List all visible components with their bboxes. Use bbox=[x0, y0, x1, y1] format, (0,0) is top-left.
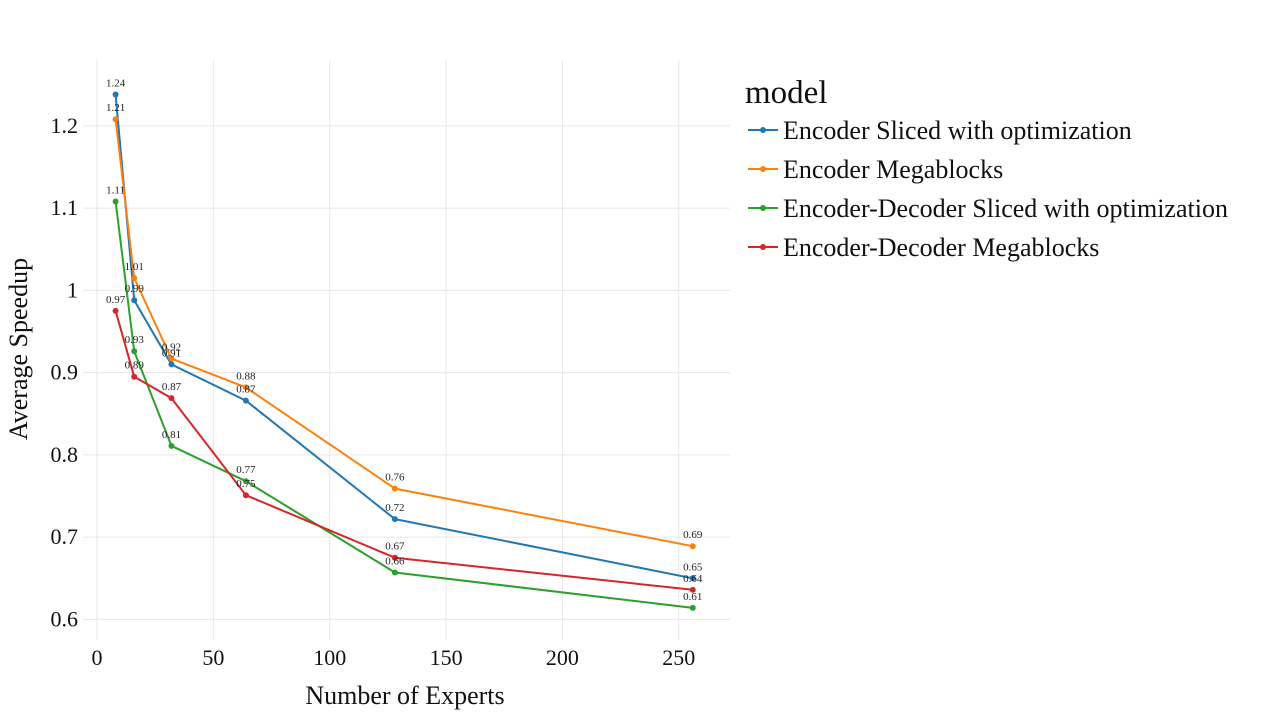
legend: model Encoder Sliced with optimizationEn… bbox=[745, 75, 1228, 262]
legend-title: model bbox=[745, 75, 827, 111]
y-tick-label: 1.2 bbox=[51, 113, 79, 138]
legend-label: Encoder-Decoder Sliced with optimization bbox=[783, 194, 1228, 223]
data-label: 0.92 bbox=[162, 342, 181, 354]
legend-item: Encoder Megablocks bbox=[748, 155, 1003, 184]
data-label: 0.69 bbox=[683, 529, 703, 541]
data-label: 0.89 bbox=[125, 360, 145, 372]
x-tick-label: 200 bbox=[546, 645, 579, 670]
data-label: 1.24 bbox=[106, 78, 126, 90]
x-axis-title: Number of Experts bbox=[305, 681, 504, 710]
data-point bbox=[168, 355, 175, 362]
data-label: 0.91 bbox=[162, 347, 181, 359]
data-label: 0.66 bbox=[385, 556, 405, 568]
data-label: 1.11 bbox=[106, 185, 125, 197]
x-tick-label: 250 bbox=[662, 645, 695, 670]
x-tick-label: 0 bbox=[91, 645, 102, 670]
data-point bbox=[131, 348, 138, 355]
legend-item: Encoder-Decoder Sliced with optimization bbox=[748, 194, 1228, 223]
series-line-2 bbox=[114, 119, 693, 548]
data-label: 0.87 bbox=[162, 381, 182, 393]
data-point bbox=[168, 395, 175, 402]
y-tick-label: 1.1 bbox=[51, 195, 79, 220]
legend-swatch-marker bbox=[760, 205, 766, 211]
data-label: 1.01 bbox=[125, 261, 144, 273]
y-tick-label: 0.9 bbox=[51, 360, 79, 385]
data-point bbox=[242, 397, 249, 404]
legend-label: Encoder Megablocks bbox=[783, 155, 1003, 184]
data-point bbox=[131, 275, 138, 282]
x-axis-ticks: 0 50 100 150 200 250 bbox=[91, 645, 695, 670]
y-tick-label: 1 bbox=[67, 277, 78, 302]
data-label: 0.93 bbox=[125, 334, 145, 346]
data-label: 0.64 bbox=[683, 573, 703, 585]
data-point bbox=[391, 554, 398, 561]
data-point bbox=[168, 361, 175, 368]
data-point bbox=[112, 307, 119, 314]
data-point bbox=[131, 297, 138, 304]
data-point bbox=[391, 485, 398, 492]
data-point bbox=[168, 442, 175, 449]
data-label: 0.72 bbox=[385, 502, 404, 514]
y-tick-label: 0.8 bbox=[51, 442, 79, 467]
series-line-4 bbox=[114, 310, 693, 591]
legend-item: Encoder-Decoder Megablocks bbox=[748, 233, 1099, 262]
x-tick-label: 150 bbox=[430, 645, 463, 670]
data-label: 0.75 bbox=[236, 478, 256, 490]
data-labels: 1.24 0.99 0.91 0.87 0.72 0.65 1.21 1.01 0.92 0.88… bbox=[106, 78, 703, 603]
data-point bbox=[112, 91, 119, 98]
y-tick-label: 0.7 bbox=[51, 524, 79, 549]
x-tick-label: 50 bbox=[202, 645, 224, 670]
data-point bbox=[391, 569, 398, 576]
data-point bbox=[112, 116, 119, 123]
data-label: 0.99 bbox=[125, 283, 145, 295]
series-lines bbox=[114, 94, 693, 609]
series-line-3 bbox=[114, 201, 693, 609]
legend-item: Encoder Sliced with optimization bbox=[748, 116, 1132, 145]
legend-swatch-marker bbox=[760, 166, 766, 172]
data-label: 0.67 bbox=[385, 541, 405, 553]
data-label: 0.81 bbox=[162, 429, 181, 441]
data-point bbox=[689, 543, 696, 550]
data-point bbox=[242, 492, 249, 499]
data-point bbox=[689, 604, 696, 611]
y-axis-title: Average Speedup bbox=[4, 258, 33, 440]
data-point bbox=[689, 575, 696, 582]
y-tick-label: 0.6 bbox=[51, 606, 79, 631]
legend-items: Encoder Sliced with optimization Encoder … bbox=[748, 116, 1228, 262]
data-label: 0.61 bbox=[683, 591, 702, 603]
data-point bbox=[242, 478, 249, 485]
data-label: 0.97 bbox=[106, 294, 126, 306]
data-label: 0.77 bbox=[236, 464, 256, 476]
grid-lines bbox=[83, 60, 730, 640]
data-point bbox=[391, 516, 398, 523]
legend-swatch-marker bbox=[760, 244, 766, 250]
data-point bbox=[242, 384, 249, 391]
legend-label: Encoder Sliced with optimization bbox=[783, 116, 1132, 145]
data-point bbox=[112, 198, 119, 205]
data-label: 0.87 bbox=[236, 384, 256, 396]
data-label: 0.88 bbox=[236, 370, 256, 382]
data-label: 0.76 bbox=[385, 472, 405, 484]
legend-label: Encoder-Decoder Megablocks bbox=[783, 233, 1099, 262]
data-label: 1.21 bbox=[106, 102, 125, 114]
data-point bbox=[131, 373, 138, 380]
legend-swatch-marker bbox=[760, 127, 766, 133]
series-points bbox=[112, 91, 696, 611]
series-line-1 bbox=[114, 94, 693, 580]
data-point bbox=[689, 586, 696, 593]
y-axis-ticks: 0.6 0.7 0.8 0.9 1 1.1 1.2 bbox=[51, 113, 79, 632]
x-tick-label: 100 bbox=[313, 645, 346, 670]
data-label: 0.65 bbox=[683, 561, 703, 573]
